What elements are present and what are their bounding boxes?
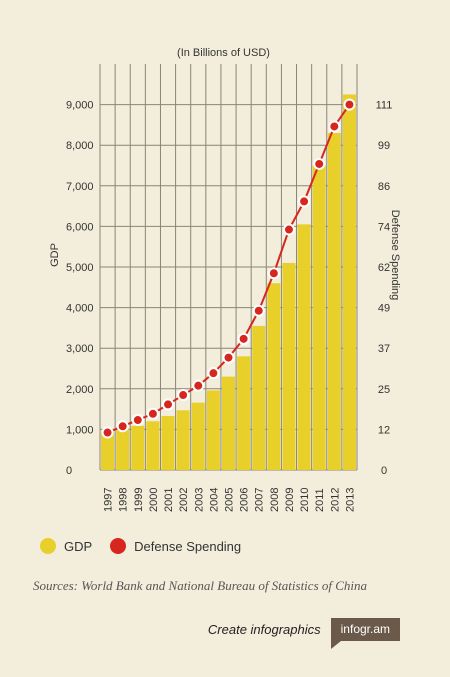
x-tick-label: 1998 (118, 488, 130, 512)
bar-gdp (312, 165, 326, 470)
bar-gdp (161, 416, 175, 470)
point-defense-spending (267, 267, 280, 280)
chart: (In Billions of USD) 0 1,000 2,000 3,000 4,00… (49, 47, 401, 512)
y-tick-left: 3,000 (66, 343, 94, 355)
y-tick-right: 74 (378, 221, 390, 233)
point-defense-spending (343, 98, 356, 111)
infogram-badge[interactable]: infogr.am (330, 618, 400, 649)
y-tick-right: 49 (378, 303, 390, 315)
chart-svg: (In Billions of USD) 0 1,000 2,000 3,000 4,00… (49, 47, 401, 512)
legend-swatch-gdp (40, 538, 56, 554)
y-tick-left: 0 (66, 465, 72, 477)
bar-gdp (221, 376, 236, 470)
point-defense-spending (282, 223, 295, 236)
create-infographics-link[interactable]: Create infographics (207, 622, 321, 637)
legend-label-defense-spending: Defense Spending (134, 538, 242, 554)
x-tick-label: 2011 (314, 488, 326, 512)
x-tick-label: 2005 (224, 488, 236, 512)
point-defense-spending (192, 379, 205, 392)
x-tick-label: 2006 (239, 488, 251, 512)
bar-gdp (116, 428, 130, 470)
x-tick-label: 2008 (269, 488, 281, 512)
bar-gdp (237, 356, 251, 470)
y-tick-left: 8,000 (66, 140, 94, 152)
bar-gdp (267, 283, 281, 470)
y-tick-right: 86 (378, 181, 390, 193)
point-defense-spending (146, 407, 159, 420)
y-tick-left: 5,000 (66, 262, 94, 274)
legend-label-gdp: GDP (64, 538, 93, 554)
point-defense-spending (116, 420, 129, 433)
point-defense-spending (237, 332, 250, 345)
x-tick-label: 1997 (103, 488, 115, 512)
x-tick-label: 2007 (254, 488, 266, 512)
bar-gdp (282, 262, 296, 470)
y-tick-left: 7,000 (66, 181, 94, 193)
bar-gdp (101, 431, 115, 470)
sources-note: Sources: World Bank and National Bureau … (33, 578, 368, 593)
y-tick-right: 0 (381, 465, 387, 477)
y-tick-right: 12 (378, 424, 390, 436)
point-defense-spending (177, 389, 190, 402)
x-tick-label: 2004 (208, 488, 220, 512)
legend-swatch-defense-spending (110, 538, 127, 554)
x-tick-label: 2009 (284, 488, 296, 512)
y-tick-left: 6,000 (66, 221, 94, 233)
point-defense-spending (313, 157, 326, 170)
x-tick-label: 1999 (133, 488, 145, 512)
bar-gdp (191, 402, 205, 470)
bar-gdp (297, 224, 311, 470)
legend-item-gdp[interactable]: GDP (40, 538, 92, 554)
point-defense-spending (298, 195, 311, 208)
point-defense-spending (131, 414, 144, 427)
x-tick-label: 2000 (148, 488, 160, 512)
legend-item-defense-spending[interactable]: Defense Spending (110, 538, 241, 554)
point-defense-spending (101, 426, 114, 439)
y-tick-right: 25 (378, 384, 390, 396)
bar-gdp (327, 133, 341, 470)
bar-gdp (146, 421, 160, 470)
y-tick-right: 37 (378, 343, 390, 355)
point-defense-spending (328, 120, 341, 133)
x-tick-label: 2012 (329, 488, 341, 512)
y-tick-left: 2,000 (66, 384, 94, 396)
chart-title: (In Billions of USD) (177, 47, 270, 59)
y-tick-right: 111 (376, 100, 393, 112)
point-defense-spending (222, 351, 235, 364)
branding: Create infographics infogr.am (207, 618, 400, 649)
y-tick-right: 99 (378, 140, 390, 152)
point-defense-spending (207, 367, 220, 380)
bar-gdp (342, 94, 356, 470)
x-tick-label: 2001 (163, 488, 175, 512)
y-tick-left: 9,000 (66, 100, 94, 112)
x-tick-label: 2013 (344, 488, 356, 512)
x-tick-label: 2003 (193, 488, 205, 512)
x-tick-label: 2010 (299, 488, 311, 512)
x-tick-label: 2002 (178, 488, 190, 512)
y-axis-right-title: Defense Spending (389, 210, 401, 301)
point-defense-spending (162, 398, 175, 411)
bar-gdp (131, 425, 145, 470)
legend: GDP Defense Spending (40, 538, 241, 554)
y-tick-right: 62 (378, 262, 390, 274)
point-defense-spending (252, 304, 265, 317)
bar-gdp (252, 325, 266, 470)
y-tick-left: 4,000 (66, 303, 94, 315)
bar-gdp (206, 390, 220, 470)
y-tick-left: 1,000 (66, 424, 94, 436)
y-axis-left-title: GDP (49, 243, 61, 267)
bar-gdp (176, 410, 190, 470)
